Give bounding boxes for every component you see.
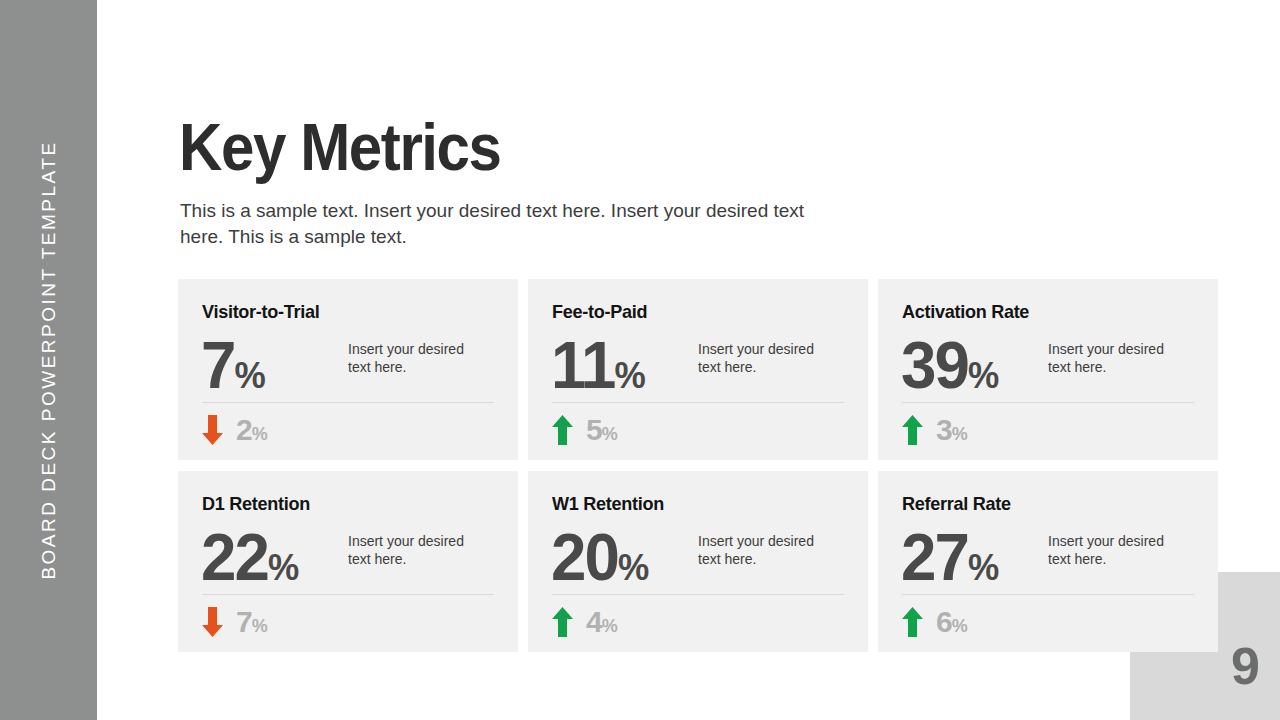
divider [902,594,1194,595]
arrow-up-icon [902,415,923,445]
percent-sign: % [952,616,968,636]
metric-title: Activation Rate [902,301,1029,323]
metric-title: D1 Retention [202,493,310,515]
arrow-down-icon [202,607,223,637]
percent-sign: % [968,355,999,396]
percent-sign: % [952,424,968,444]
percent-sign: % [614,355,645,396]
percent-sign: % [968,547,999,588]
metric-value: 7% [201,331,266,398]
metric-change-row: 3% [902,414,968,446]
metric-card-activation-rate: Activation Rate 39% Insert your desired … [878,279,1218,460]
arrow-up-icon [552,607,573,637]
percent-sign: % [252,616,268,636]
metric-card-fee-to-paid: Fee-to-Paid 11% Insert your desired text… [528,279,868,460]
page-title: Key Metrics [179,114,501,181]
metrics-grid: Visitor-to-Trial 7% Insert your desired … [178,279,1218,652]
metric-change-row: 7% [202,606,268,638]
divider [552,402,844,403]
metric-description: Insert your desired text here. [698,341,833,376]
percent-sign: % [252,424,268,444]
metric-change-row: 5% [552,414,618,446]
sidebar: BOARD DECK POWERPOINT TEMPLATE [0,0,97,720]
divider [202,594,494,595]
page-number: 9 [1231,636,1259,696]
metric-description: Insert your desired text here. [1048,341,1183,376]
metric-description: Insert your desired text here. [1048,533,1183,568]
metric-card-visitor-to-trial: Visitor-to-Trial 7% Insert your desired … [178,279,518,460]
arrow-up-icon [552,415,573,445]
percent-sign: % [268,547,299,588]
metric-title: W1 Retention [552,493,664,515]
percent-sign: % [235,355,266,396]
metric-change-value: 3% [936,415,968,445]
metric-card-d1-retention: D1 Retention 22% Insert your desired tex… [178,471,518,652]
sidebar-vertical-label: BOARD DECK POWERPOINT TEMPLATE [38,140,60,579]
metric-change-value: 2% [236,415,268,445]
metric-description: Insert your desired text here. [348,341,483,376]
metric-description: Insert your desired text here. [348,533,483,568]
metric-title: Fee-to-Paid [552,301,647,323]
metric-change-row: 4% [552,606,618,638]
slide: 9 BOARD DECK POWERPOINT TEMPLATE Key Met… [0,0,1280,720]
metric-change-value: 6% [936,607,968,637]
metric-change-row: 6% [902,606,968,638]
percent-sign: % [602,616,618,636]
metric-value: 11% [551,331,646,398]
divider [902,402,1194,403]
metric-value: 20% [551,523,649,590]
metric-value: 22% [201,523,299,590]
metric-change-value: 5% [586,415,618,445]
page-subtitle: This is a sample text. Insert your desir… [180,198,840,249]
metric-title: Referral Rate [902,493,1011,515]
metric-change-value: 7% [236,607,268,637]
metric-value: 27% [901,523,999,590]
metric-change-value: 4% [586,607,618,637]
metric-description: Insert your desired text here. [698,533,833,568]
metric-card-referral-rate: Referral Rate 27% Insert your desired te… [878,471,1218,652]
arrow-down-icon [202,415,223,445]
metric-value: 39% [901,331,999,398]
percent-sign: % [618,547,649,588]
divider [202,402,494,403]
percent-sign: % [602,424,618,444]
metric-card-w1-retention: W1 Retention 20% Insert your desired tex… [528,471,868,652]
metric-change-row: 2% [202,414,268,446]
arrow-up-icon [902,607,923,637]
divider [552,594,844,595]
metric-title: Visitor-to-Trial [202,301,319,323]
